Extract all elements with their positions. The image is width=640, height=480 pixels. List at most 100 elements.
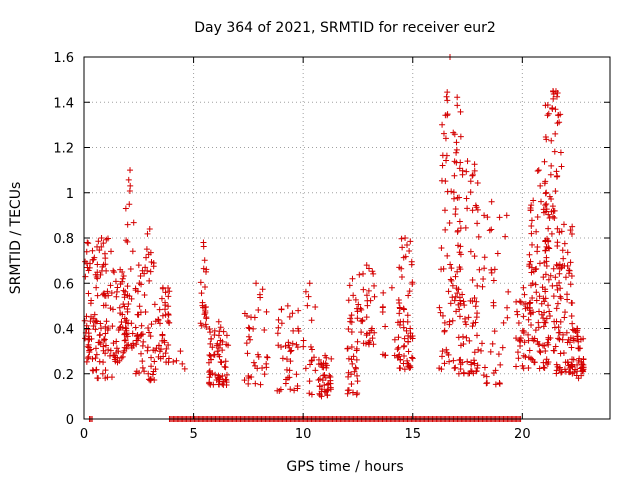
- data-point: [116, 304, 123, 311]
- data-point: [88, 297, 95, 304]
- data-point: [446, 358, 453, 365]
- data-point: [560, 255, 567, 262]
- data-point: [564, 296, 571, 303]
- data-point: [463, 168, 470, 175]
- data-point: [514, 311, 521, 318]
- data-point: [127, 182, 134, 189]
- data-point: [525, 331, 532, 338]
- data-point: [528, 321, 535, 328]
- data-point: [562, 274, 569, 281]
- data-point: [245, 324, 252, 331]
- data-point: [450, 189, 457, 196]
- plot-frame: [83, 56, 611, 420]
- data-point: [502, 233, 509, 240]
- data-point: [382, 323, 389, 330]
- data-point: [409, 279, 416, 286]
- data-point: [256, 291, 263, 298]
- data-point: [93, 366, 100, 373]
- data-point: [567, 227, 574, 234]
- data-point: [446, 219, 453, 226]
- data-point: [402, 235, 409, 241]
- data-point: [553, 305, 560, 312]
- data-point: [504, 314, 511, 321]
- data-point: [259, 365, 266, 372]
- data-point: [449, 317, 456, 324]
- data-point: [460, 341, 467, 348]
- data-point: [540, 274, 547, 281]
- data-point: [287, 348, 294, 355]
- data-point: [110, 340, 117, 347]
- data-point: [94, 269, 101, 276]
- data-point: [457, 159, 464, 166]
- data-point: [85, 267, 92, 274]
- data-point: [217, 324, 224, 331]
- data-point: [279, 355, 286, 362]
- y-tick-label: 0.6: [53, 277, 74, 292]
- data-point: [111, 352, 118, 359]
- data-point: [363, 332, 370, 339]
- data-point: [405, 348, 412, 355]
- data-point: [199, 299, 206, 306]
- data-point: [460, 298, 467, 305]
- data-point: [108, 374, 115, 381]
- data-point: [84, 239, 91, 246]
- data-point: [150, 368, 157, 375]
- data-point: [461, 315, 468, 322]
- data-point: [350, 353, 357, 360]
- data-point: [245, 333, 252, 340]
- data-point: [490, 302, 497, 309]
- data-point: [495, 351, 502, 358]
- data-point: [93, 284, 100, 291]
- data-point: [503, 212, 510, 219]
- data-point: [543, 189, 550, 196]
- x-axis-ticks: 0 5 10 15 20: [80, 57, 531, 442]
- data-point: [302, 288, 309, 295]
- data-point: [94, 243, 101, 250]
- data-point: [198, 290, 205, 297]
- data-point: [90, 323, 97, 330]
- data-point: [217, 358, 224, 365]
- data-point: [574, 325, 581, 332]
- data-point: [545, 225, 552, 232]
- data-point: [536, 365, 543, 372]
- data-point: [457, 108, 464, 115]
- data-point: [114, 284, 121, 291]
- data-point: [103, 318, 110, 325]
- data-point: [537, 349, 544, 356]
- data-point: [177, 348, 184, 355]
- data-point: [529, 295, 536, 302]
- data-point: [536, 308, 543, 315]
- data-point: [439, 353, 446, 360]
- data-point: [569, 320, 576, 327]
- data-point: [366, 265, 373, 272]
- data-point: [165, 341, 172, 348]
- data-point: [451, 297, 458, 304]
- data-point: [371, 282, 378, 289]
- data-point: [348, 356, 355, 363]
- data-point: [360, 270, 367, 277]
- data-point: [162, 350, 169, 357]
- data-point: [569, 326, 576, 333]
- data-point: [544, 101, 551, 108]
- data-point: [545, 276, 552, 283]
- data-point: [379, 309, 386, 316]
- data-point: [543, 263, 550, 270]
- data-point: [82, 335, 89, 342]
- data-point: [552, 130, 559, 137]
- data-point: [395, 353, 402, 360]
- data-point: [542, 134, 549, 141]
- data-point: [456, 218, 463, 225]
- data-point: [395, 334, 402, 341]
- data-point: [214, 348, 221, 355]
- data-point: [295, 325, 302, 332]
- data-point: [381, 352, 388, 359]
- data-point: [475, 346, 482, 353]
- data-point: [133, 341, 140, 348]
- data-point: [549, 213, 556, 220]
- data-point: [439, 312, 446, 319]
- data-point: [542, 295, 549, 302]
- x-tick-label: 10: [295, 427, 312, 442]
- data-point: [492, 381, 499, 388]
- data-point: [282, 343, 289, 350]
- data-point: [467, 248, 474, 255]
